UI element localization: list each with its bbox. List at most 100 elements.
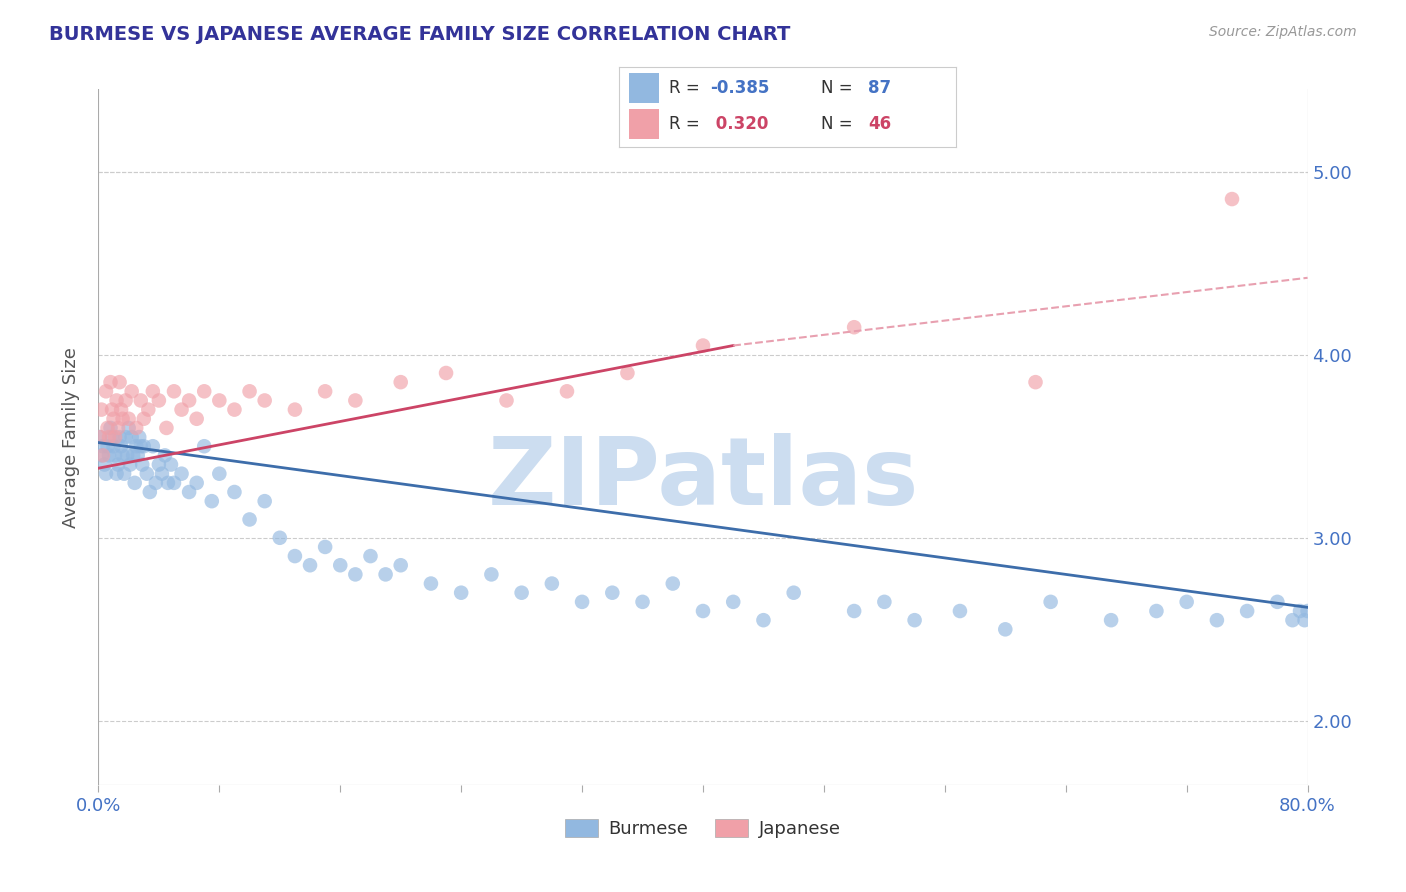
Text: R =: R =	[669, 78, 706, 96]
Point	[434, 366, 457, 380]
Point	[111, 449, 134, 463]
Point	[125, 439, 148, 453]
Point	[132, 439, 155, 453]
Point	[100, 375, 122, 389]
Point	[170, 467, 193, 481]
Point	[661, 576, 683, 591]
Point	[91, 439, 114, 453]
Point	[131, 458, 153, 472]
Point	[1024, 375, 1046, 389]
Point	[122, 449, 145, 463]
Point	[118, 411, 141, 425]
Point	[269, 531, 291, 545]
Point	[179, 393, 201, 408]
Point	[374, 567, 396, 582]
Point	[723, 595, 745, 609]
Point	[103, 439, 125, 453]
Point	[284, 402, 307, 417]
Point	[1267, 595, 1289, 609]
Point	[118, 421, 141, 435]
Point	[994, 623, 1017, 637]
Point	[555, 384, 578, 399]
Point	[111, 411, 134, 425]
Point	[193, 384, 215, 399]
Point	[160, 458, 183, 472]
Y-axis label: Average Family Size: Average Family Size	[62, 347, 80, 527]
Point	[90, 402, 112, 417]
Point	[112, 467, 135, 481]
Point	[201, 494, 224, 508]
Point	[193, 439, 215, 453]
Point	[142, 439, 165, 453]
Point	[344, 393, 367, 408]
Point	[1289, 604, 1312, 618]
Point	[844, 604, 866, 618]
Point	[128, 430, 150, 444]
Point	[142, 384, 165, 399]
Point	[163, 384, 186, 399]
Text: N =: N =	[821, 78, 858, 96]
Point	[224, 485, 246, 500]
Point	[170, 402, 193, 417]
Point	[156, 475, 179, 490]
Point	[100, 421, 122, 435]
Point	[389, 375, 412, 389]
Point	[783, 585, 806, 599]
Point	[481, 567, 503, 582]
Point	[98, 430, 121, 444]
Point	[253, 393, 276, 408]
Point	[93, 458, 115, 472]
Bar	[628, 72, 659, 103]
Text: 87: 87	[869, 78, 891, 96]
Point	[752, 613, 775, 627]
Point	[602, 585, 624, 599]
Point	[94, 467, 117, 481]
Point	[135, 467, 157, 481]
Point	[314, 540, 336, 554]
Text: ZIPatlas: ZIPatlas	[488, 433, 918, 524]
Point	[360, 549, 382, 563]
Text: Source: ZipAtlas.com: Source: ZipAtlas.com	[1209, 25, 1357, 39]
Point	[1175, 595, 1198, 609]
Point	[631, 595, 654, 609]
Point	[571, 595, 593, 609]
Point	[692, 604, 714, 618]
Point	[510, 585, 533, 599]
Point	[1039, 595, 1062, 609]
Point	[89, 430, 111, 444]
Point	[90, 449, 112, 463]
Point	[121, 430, 143, 444]
Point	[163, 475, 186, 490]
Point	[186, 411, 208, 425]
Point	[420, 576, 443, 591]
Text: -0.385: -0.385	[710, 78, 769, 96]
Point	[208, 467, 231, 481]
Point	[114, 430, 136, 444]
Point	[148, 393, 170, 408]
Point	[844, 320, 866, 334]
Point	[1236, 604, 1258, 618]
Point	[110, 439, 132, 453]
Text: N =: N =	[821, 115, 858, 133]
Point	[145, 475, 167, 490]
Point	[107, 421, 129, 435]
Point	[389, 558, 412, 573]
Point	[495, 393, 517, 408]
Point	[114, 393, 136, 408]
Point	[224, 402, 246, 417]
Point	[107, 458, 129, 472]
Point	[1206, 613, 1229, 627]
Text: 0.320: 0.320	[710, 115, 768, 133]
Point	[253, 494, 276, 508]
Point	[904, 613, 927, 627]
Point	[873, 595, 896, 609]
Point	[94, 384, 117, 399]
Point	[344, 567, 367, 582]
Point	[616, 366, 638, 380]
Point	[314, 384, 336, 399]
Point	[120, 458, 142, 472]
Point	[104, 449, 127, 463]
Point	[1294, 613, 1316, 627]
Point	[121, 384, 143, 399]
Point	[155, 421, 177, 435]
